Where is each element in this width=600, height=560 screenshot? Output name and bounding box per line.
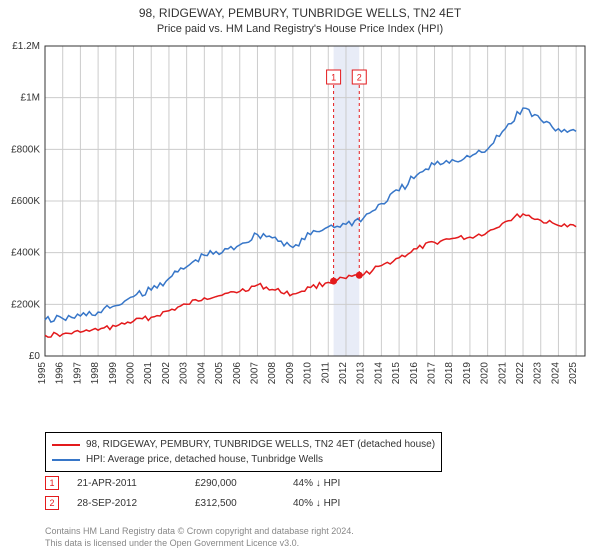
legend-row: 98, RIDGEWAY, PEMBURY, TUNBRIDGE WELLS, … (52, 437, 435, 452)
ytick-label: £400K (11, 248, 40, 259)
legend-swatch (52, 444, 80, 446)
xtick-label: 2017 (427, 362, 438, 385)
chart-title-line1: 98, RIDGEWAY, PEMBURY, TUNBRIDGE WELLS, … (0, 6, 600, 22)
event-date: 28-SEP-2012 (77, 498, 177, 509)
event-delta: 40% ↓ HPI (293, 498, 383, 509)
legend-swatch (52, 459, 80, 461)
xtick-label: 2024 (550, 362, 561, 385)
xtick-label: 2019 (462, 362, 473, 385)
xtick-label: 2008 (267, 362, 278, 385)
event-num-2: 2 (357, 72, 362, 82)
event-marker-icon: 1 (45, 476, 59, 490)
xtick-label: 1995 (37, 362, 48, 385)
event-dot-2 (356, 272, 363, 279)
legend-label: 98, RIDGEWAY, PEMBURY, TUNBRIDGE WELLS, … (86, 437, 435, 452)
xtick-label: 2011 (320, 362, 331, 384)
xtick-label: 2020 (480, 362, 491, 385)
footer-line1: Contains HM Land Registry data © Crown c… (45, 526, 354, 538)
event-marker-icon: 2 (45, 496, 59, 510)
xtick-label: 2013 (356, 362, 367, 385)
xtick-label: 2004 (196, 362, 207, 385)
xtick-label: 2003 (179, 362, 190, 385)
xtick-label: 2002 (161, 362, 172, 385)
event-row: 2 28-SEP-2012 £312,500 40% ↓ HPI (45, 496, 383, 510)
xtick-label: 2015 (391, 362, 402, 385)
ytick-label: £0 (29, 351, 41, 362)
xtick-label: 1996 (55, 362, 66, 385)
xtick-label: 2023 (533, 362, 544, 385)
chart-footer: Contains HM Land Registry data © Crown c… (45, 526, 354, 549)
ytick-label: £600K (11, 196, 40, 207)
ytick-label: £1.2M (12, 41, 40, 52)
xtick-label: 2000 (126, 362, 137, 385)
xtick-label: 2014 (373, 362, 384, 385)
chart-title-line2: Price paid vs. HM Land Registry's House … (0, 22, 600, 36)
xtick-label: 2018 (444, 362, 455, 385)
legend-label: HPI: Average price, detached house, Tunb… (86, 452, 323, 467)
event-num-1: 1 (331, 72, 336, 82)
xtick-label: 2025 (568, 362, 579, 385)
xtick-label: 2022 (515, 362, 526, 385)
xtick-label: 2021 (497, 362, 508, 385)
ytick-label: £200K (11, 299, 40, 310)
chart-plot: £0 £200K £400K £600K £800K £1M £1.2M 1995 1996 19… (0, 40, 600, 400)
xtick-label: 2005 (214, 362, 225, 385)
chart-legend: 98, RIDGEWAY, PEMBURY, TUNBRIDGE WELLS, … (45, 432, 442, 472)
xtick-label: 2010 (303, 362, 314, 385)
xtick-label: 1998 (90, 362, 101, 385)
ytick-label: £800K (11, 144, 40, 155)
xtick-label: 2001 (143, 362, 154, 385)
xtick-label: 2006 (232, 362, 243, 385)
xtick-label: 1997 (72, 362, 83, 385)
event-delta: 44% ↓ HPI (293, 478, 383, 489)
event-date: 21-APR-2011 (77, 478, 177, 489)
event-price: £312,500 (195, 498, 275, 509)
xtick-label: 2007 (249, 362, 260, 385)
footer-line2: This data is licensed under the Open Gov… (45, 538, 354, 550)
xtick-label: 2012 (338, 362, 349, 385)
legend-row: HPI: Average price, detached house, Tunb… (52, 452, 435, 467)
event-dot-1 (330, 278, 337, 285)
event-row: 1 21-APR-2011 £290,000 44% ↓ HPI (45, 476, 383, 490)
xtick-label: 2009 (285, 362, 296, 385)
event-price: £290,000 (195, 478, 275, 489)
xtick-label: 1999 (108, 362, 119, 385)
xtick-label: 2016 (409, 362, 420, 385)
ytick-label: £1M (21, 93, 40, 104)
events-table: 1 21-APR-2011 £290,000 44% ↓ HPI 2 28-SEP-201… (45, 476, 383, 516)
